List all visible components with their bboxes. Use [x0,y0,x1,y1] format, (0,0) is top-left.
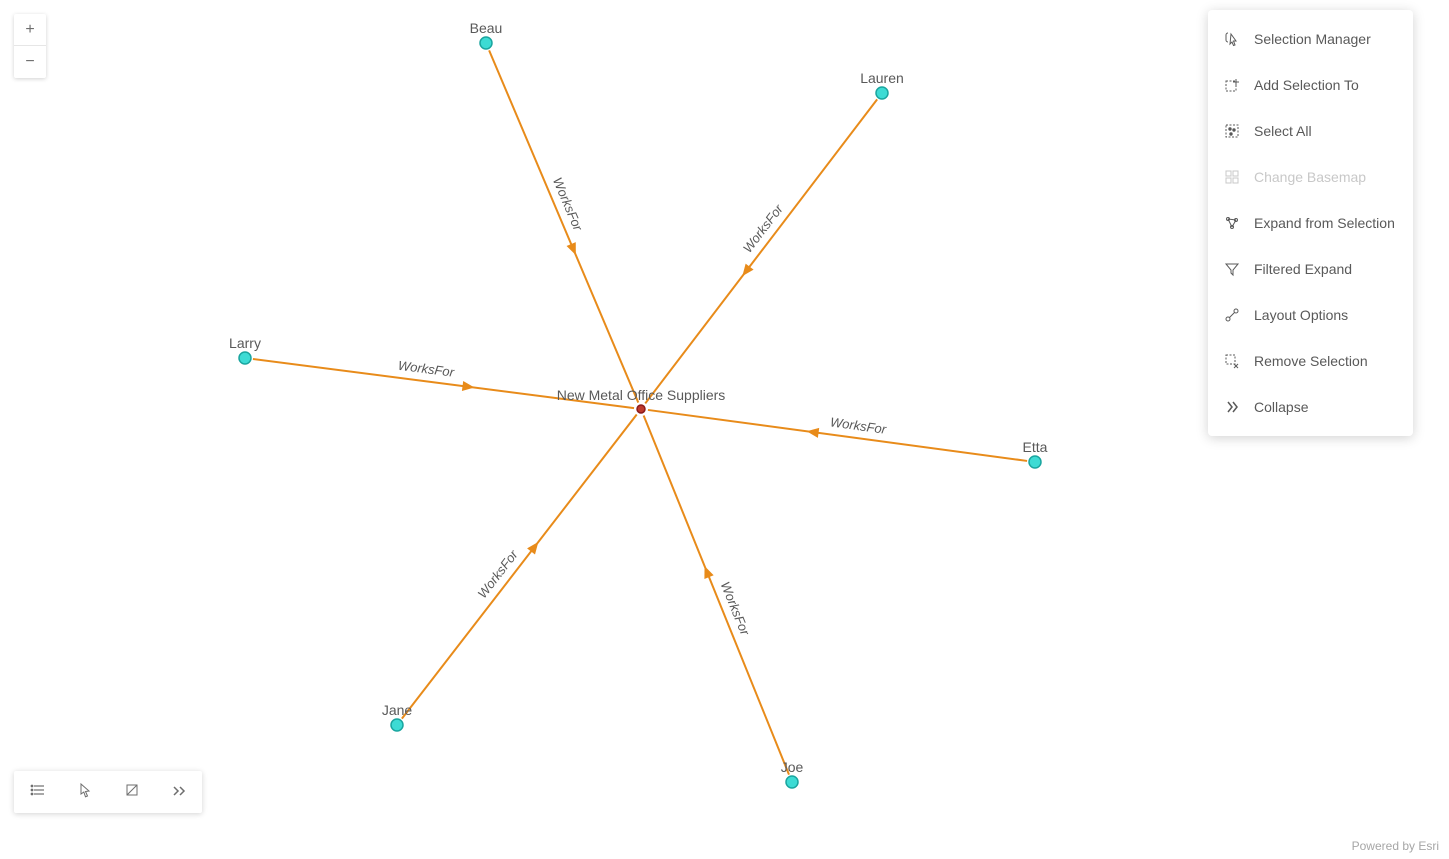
menu-item-add-selection[interactable]: Add Selection To [1208,62,1413,108]
edge-label: WorksFor [829,414,887,436]
edge-line [644,415,789,774]
menu-item-label: Layout Options [1254,307,1348,323]
edge-line [402,415,637,719]
menu-item-collapse[interactable]: Collapse [1208,384,1413,430]
select-all-icon [1224,123,1240,139]
menu-item-label: Selection Manager [1254,31,1371,47]
menu-item-label: Change Basemap [1254,169,1366,185]
menu-item-label: Collapse [1254,399,1308,415]
collapse-icon [1224,399,1240,415]
menu-item-label: Filtered Expand [1254,261,1352,277]
menu-item-remove-selection[interactable]: Remove Selection [1208,338,1413,384]
plus-icon: + [25,21,34,39]
menu-item-label: Expand from Selection [1254,215,1395,231]
edge-arrow-icon [462,381,475,392]
chevrons-icon [171,782,187,803]
person-node[interactable] [391,719,403,731]
measure-button[interactable] [108,771,155,813]
remove-selection-icon [1224,353,1240,369]
company-node[interactable] [637,405,645,413]
layout-icon [1224,307,1240,323]
add-selection-icon [1224,77,1240,93]
zoom-in-button[interactable]: + [14,14,46,46]
zoom-out-button[interactable]: − [14,46,46,78]
bottom-toolbar [14,771,202,813]
filter-icon [1224,261,1240,277]
attribution-text: Powered by Esri [1352,839,1439,853]
more-button[interactable] [155,771,202,813]
menu-item-label: Remove Selection [1254,353,1368,369]
menu-item-layout[interactable]: Layout Options [1208,292,1413,338]
edge-line [645,99,877,403]
minus-icon: − [25,53,34,71]
selection-manager-icon [1224,31,1240,47]
menu-item-select-all[interactable]: Select All [1208,108,1413,154]
edge-label: WorksFor [718,579,753,637]
basemap-icon [1224,169,1240,185]
person-node[interactable] [786,776,798,788]
menu-item-label: Add Selection To [1254,77,1359,93]
context-menu: Selection Manager Add Selection To Select … [1208,10,1413,436]
menu-item-filter[interactable]: Filtered Expand [1208,246,1413,292]
zoom-control: + − [14,14,46,78]
edge-label: WorksFor [397,358,455,380]
edge-arrow-icon [700,564,714,579]
menu-item-label: Select All [1254,123,1312,139]
edge-arrow-icon [567,242,581,257]
cursor-icon [77,782,93,803]
edge-line [489,50,638,402]
menu-item-selection-manager[interactable]: Selection Manager [1208,16,1413,62]
expand-selection-icon [1224,215,1240,231]
square-icon [124,782,140,803]
legend-button[interactable] [14,771,61,813]
select-button[interactable] [61,771,108,813]
person-node[interactable] [1029,456,1041,468]
person-node[interactable] [480,37,492,49]
menu-item-expand-selection[interactable]: Expand from Selection [1208,200,1413,246]
person-node[interactable] [876,87,888,99]
list-icon [30,782,46,803]
menu-item-basemap: Change Basemap [1208,154,1413,200]
person-node[interactable] [239,352,251,364]
